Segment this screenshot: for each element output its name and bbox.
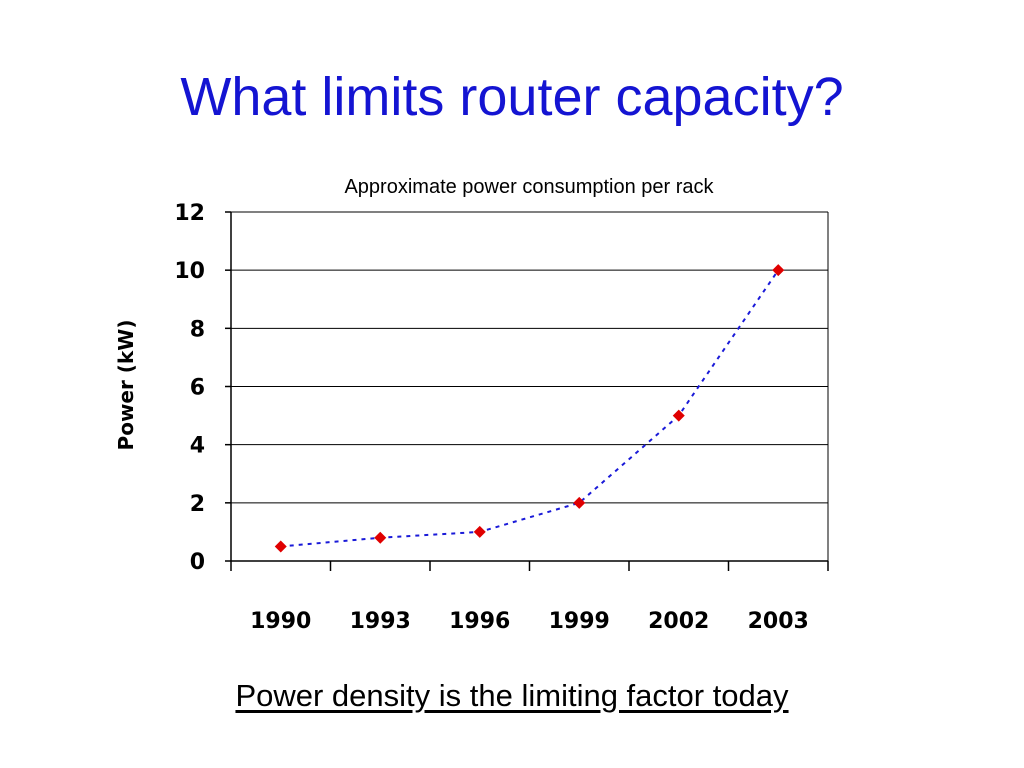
y-tick-label-10: 10 xyxy=(174,259,205,284)
data-point-1993 xyxy=(374,531,387,544)
data-point-1999 xyxy=(573,496,586,509)
y-tick-label-2: 2 xyxy=(190,492,205,517)
y-tick-label-4: 4 xyxy=(190,434,205,459)
caption: Power density is the limiting factor tod… xyxy=(235,678,789,713)
x-tick-label-1990: 1990 xyxy=(250,609,311,634)
plot-grid xyxy=(231,211,828,504)
data-point-2002 xyxy=(672,409,685,422)
x-tick-label-2002: 2002 xyxy=(648,609,709,634)
series-layer xyxy=(274,264,785,553)
chart-title: Approximate power consumption per rack xyxy=(344,176,714,198)
x-tick-label-1996: 1996 xyxy=(449,609,510,634)
x-tick-label-1993: 1993 xyxy=(350,609,411,634)
x-tick-label-2003: 2003 xyxy=(748,609,809,634)
y-tick-label-0: 0 xyxy=(190,550,205,575)
series-line-0 xyxy=(280,269,780,548)
y-axis-label: Power (kW) xyxy=(114,320,138,451)
y-tick-label-6: 6 xyxy=(190,376,205,401)
y-tick-labels: 0 2 4 6 8 10 12 xyxy=(174,201,205,575)
plot-axes xyxy=(225,211,829,571)
x-tick-label-1999: 1999 xyxy=(549,609,610,634)
y-tick-label-8: 8 xyxy=(190,317,205,342)
data-point-1990 xyxy=(274,540,287,553)
y-tick-label-12: 12 xyxy=(174,201,205,226)
slide-title: What limits router capacity? xyxy=(180,67,844,127)
data-point-2003 xyxy=(772,264,785,277)
x-tick-labels: 1990 1993 1996 1999 2002 2003 xyxy=(250,609,809,634)
data-point-1996 xyxy=(473,525,486,538)
